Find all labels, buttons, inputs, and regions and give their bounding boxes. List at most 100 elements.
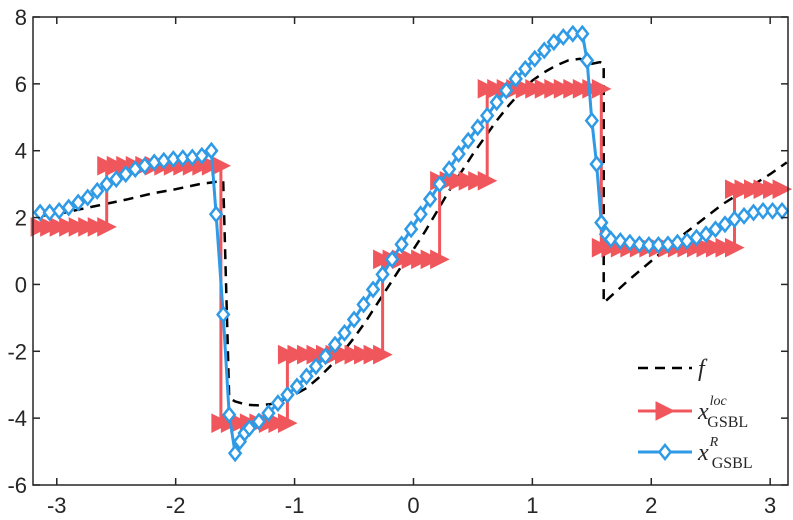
data-point: [468, 170, 488, 191]
y-tick-label: -6: [7, 473, 27, 498]
y-tick-label: 2: [15, 206, 27, 231]
data-point: [563, 79, 583, 99]
legend-label: xR GSBL: [697, 435, 753, 472]
series-line: [39, 57, 788, 407]
data-point: [755, 201, 771, 220]
data-point: [299, 367, 314, 386]
data-point: [373, 249, 393, 270]
data-point: [97, 217, 117, 237]
data-point: [251, 412, 267, 431]
data-point: [30, 217, 51, 237]
data-point: [705, 237, 726, 258]
data-point: [261, 404, 276, 423]
data-point: [708, 220, 723, 239]
data-point: [632, 235, 647, 254]
data-point: [763, 179, 783, 199]
data-point: [268, 413, 289, 433]
data-point: [194, 146, 210, 165]
data-point: [603, 230, 619, 249]
data-point: [477, 170, 498, 191]
data-point: [78, 217, 98, 237]
data-point: [61, 198, 76, 217]
data-point: [613, 231, 628, 250]
data-point: [527, 49, 542, 68]
data-point: [32, 203, 48, 222]
ticks-layer: -3 -2 -1 0 1 2 3 -6 -4 -2 0 2 4 6 8: [7, 5, 788, 518]
legend-label: f: [698, 356, 708, 382]
data-point: [375, 265, 390, 284]
data-point: [411, 249, 431, 270]
data-point: [734, 179, 755, 199]
data-point: [363, 344, 384, 365]
data-point: [109, 170, 124, 189]
x-tick-label: -3: [47, 493, 67, 518]
data-point: [40, 217, 60, 237]
data-point: [572, 79, 593, 99]
data-point: [59, 217, 79, 237]
data-point: [753, 179, 774, 199]
data-point: [518, 59, 533, 78]
data-point: [413, 205, 428, 224]
data-point: [68, 217, 89, 237]
data-point: [118, 165, 133, 184]
data-point: [479, 106, 495, 125]
data-point: [724, 237, 745, 258]
series-layer: [30, 24, 793, 463]
data-point: [622, 233, 638, 252]
data-point: [534, 79, 555, 99]
data-point: [772, 179, 793, 199]
data-point: [537, 41, 552, 60]
data-point: [308, 357, 324, 376]
data-point: [211, 413, 231, 433]
data-point: [287, 344, 308, 365]
data-point: [327, 335, 343, 354]
legend-label: xloc GSBL: [697, 394, 748, 431]
data-point: [346, 310, 362, 329]
data-point: [717, 215, 733, 234]
data-point: [49, 217, 70, 237]
data-point: [204, 141, 219, 160]
data-point: [70, 193, 86, 212]
y-tick-label: 0: [15, 272, 27, 297]
y-tick-label: -4: [7, 406, 27, 431]
data-point: [525, 79, 545, 99]
data-point: [227, 444, 243, 463]
y-tick-label: 8: [15, 5, 27, 30]
y-tick-label: -2: [7, 339, 27, 364]
data-point: [289, 377, 305, 396]
x-tick-label: -1: [285, 493, 305, 518]
data-point: [277, 344, 298, 365]
data-point: [97, 155, 117, 176]
data-point: [221, 405, 237, 424]
data-point: [553, 79, 574, 99]
x-tick-label: -2: [166, 493, 186, 518]
data-point: [87, 217, 108, 237]
data-point: [296, 344, 317, 365]
data-point: [99, 175, 114, 194]
data-point: [356, 295, 371, 314]
data-point: [384, 250, 400, 269]
data-point: [373, 344, 393, 365]
y-tick-label: 4: [15, 139, 27, 164]
data-point: [430, 249, 450, 270]
plot-area-frame: [32, 16, 789, 486]
series-x_GSBL^R: [32, 24, 790, 463]
data-point: [277, 413, 298, 433]
data-point: [641, 235, 657, 254]
data-point: [365, 280, 381, 299]
x-tick-label: 3: [764, 493, 776, 518]
data-point: [403, 220, 419, 239]
data-point: [489, 93, 504, 112]
data-point: [270, 394, 286, 413]
data-point: [584, 111, 600, 130]
data-point: [470, 118, 485, 137]
data-point: [420, 249, 441, 270]
data-point: [216, 305, 231, 324]
data-point: [335, 344, 355, 365]
data-point: [515, 79, 536, 99]
data-point: [715, 237, 736, 258]
data-point: [337, 323, 352, 342]
data-point: [354, 344, 374, 365]
data-point: [589, 155, 604, 174]
